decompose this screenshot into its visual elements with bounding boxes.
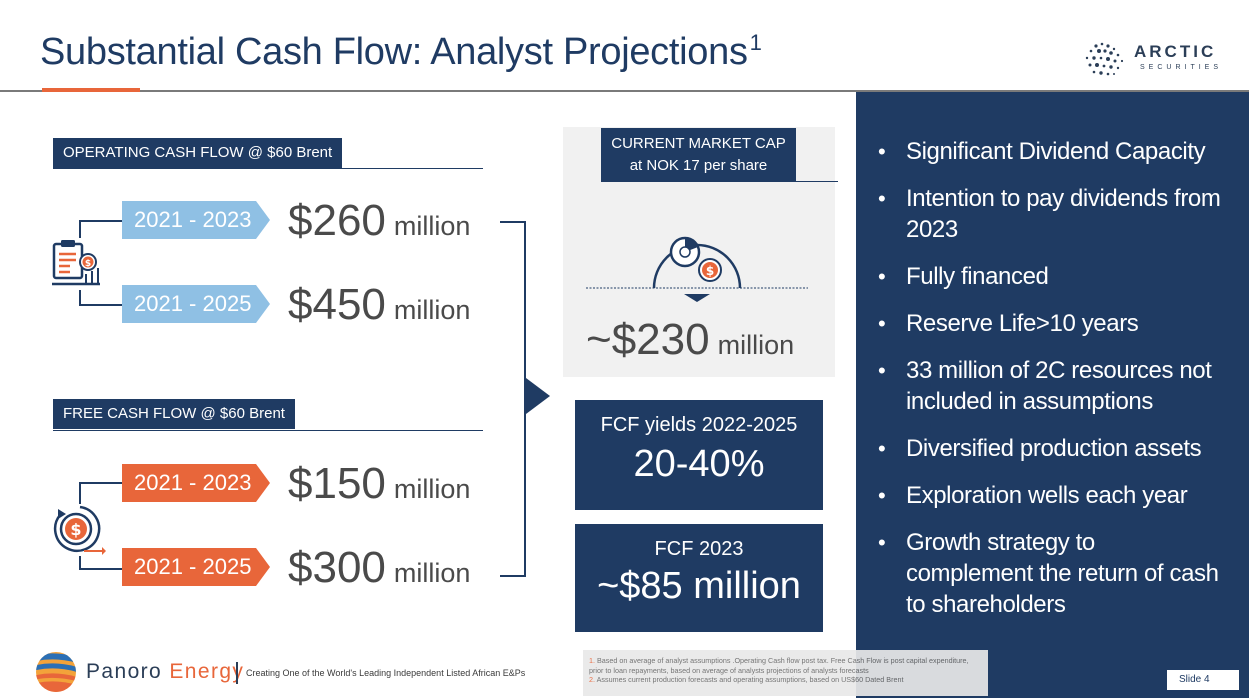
market-cap-value: ~$230 million [586,315,794,365]
arctic-securities-logo: ARCTIC SECURITIES [1082,40,1232,80]
arctic-logo-name: ARCTIC [1134,42,1217,61]
free-value-2: $300 million [288,543,470,593]
panoro-tagline: Creating One of the World's Leading Inde… [246,668,526,678]
op-connector-bottom [79,290,81,306]
free-value-1-unit: million [393,474,471,504]
pie-dollar-icon: $ [586,222,808,302]
free-connector-bottom-arm [79,568,123,570]
op-period-tag-2: 2021 - 2025 [122,285,270,323]
highlight-item: Growth strategy to complement the return… [876,527,1226,620]
arctic-dots-icon [1085,42,1124,76]
free-label-underline [53,430,483,431]
bracket-arrow-icon [526,378,550,414]
free-connector-bottom [79,556,81,570]
highlight-item: Significant Dividend Capacity [876,136,1226,167]
market-cap-label: CURRENT MARKET CAP at NOK 17 per share [601,128,796,182]
footnote-1-number: 1. [589,656,595,665]
market-cap-unit: million [717,330,795,360]
fcf-yields-label: FCF yields 2022-2025 [600,414,798,436]
slide-number: Slide 4 [1167,670,1239,690]
panoro-wordmark-part1: Panoro [86,660,163,683]
op-connector-bottom-arm [79,304,123,306]
title-divider [0,90,1249,92]
highlight-item: Diversified production assets [876,433,1226,464]
footnote-1-text: Based on average of analyst assumptions … [589,656,969,675]
free-value-2-amount: $300 [288,543,386,592]
op-value-1-unit: million [393,211,471,241]
operating-label-underline [53,168,483,169]
market-cap-amount: ~$230 [586,315,710,364]
highlight-item: Reserve Life>10 years [876,308,1226,339]
footnote-1: 1. Based on average of analyst assumptio… [589,656,982,675]
op-value-2: $450 million [288,280,470,330]
fcf-yields-value: 20-40% [633,443,765,485]
title-footnote-ref: 1 [749,30,762,55]
free-period-tag-2: 2021 - 2025 [122,548,270,586]
op-value-1-amount: $260 [288,196,386,245]
footnote-2: 2. Assumes current production forecasts … [589,675,982,685]
free-connector-top [79,484,81,504]
dollar-cycle-icon: $ [50,503,106,557]
fcf-2023-value: ~$85 million [597,565,801,607]
panoro-wordmark-part2: Energy [169,660,245,683]
bracket-connector [500,221,526,577]
market-cap-label-underline [796,181,838,182]
svg-text:$: $ [70,520,81,539]
highlight-item: Exploration wells each year [876,480,1226,511]
highlights-list: Significant Dividend Capacity Intention … [876,136,1226,636]
op-connector-top-arm [79,220,123,222]
free-value-1-amount: $150 [288,459,386,508]
svg-text:$: $ [85,259,91,269]
op-value-1: $260 million [288,196,470,246]
highlight-item: Intention to pay dividends from 2023 [876,183,1226,245]
op-value-2-unit: million [393,295,471,325]
arctic-logo-sub: SECURITIES [1140,64,1223,71]
footer-separator [236,662,238,684]
fcf-yields-box: FCF yields 2022-2025 20-40% [575,400,823,510]
op-value-2-amount: $450 [288,280,386,329]
svg-text:$: $ [706,264,714,278]
free-value-1: $150 million [288,459,470,509]
footnote-2-number: 2. [589,675,595,684]
free-cash-flow-label: FREE CASH FLOW @ $60 Brent [53,399,295,429]
page-title: Substantial Cash Flow: Analyst Projectio… [40,30,762,74]
page-title-text: Substantial Cash Flow: Analyst Projectio… [40,31,748,73]
panoro-wordmark: Panoro Energy [86,660,244,684]
market-cap-label-line1: CURRENT MARKET CAP [611,135,786,152]
op-connector-top [79,222,81,238]
free-period-tag-1: 2021 - 2023 [122,464,270,502]
title-accent-bar [42,88,140,92]
fcf-2023-box: FCF 2023 ~$85 million [575,524,823,632]
free-connector-top-arm [79,482,123,484]
highlight-item: Fully financed [876,261,1226,292]
fcf-2023-label: FCF 2023 [654,538,744,560]
free-value-2-unit: million [393,558,471,588]
footnotes: 1. Based on average of analyst assumptio… [583,650,988,696]
operating-cash-flow-label: OPERATING CASH FLOW @ $60 Brent [53,138,343,168]
highlight-item: 33 million of 2C resources not included … [876,355,1226,417]
footnote-2-text: Assumes current production forecasts and… [596,675,904,684]
clipboard-dollar-icon: $ [50,238,104,290]
market-cap-label-line2: at NOK 17 per share [629,157,768,174]
op-period-tag-1: 2021 - 2023 [122,201,270,239]
panoro-globe-icon [32,650,80,694]
